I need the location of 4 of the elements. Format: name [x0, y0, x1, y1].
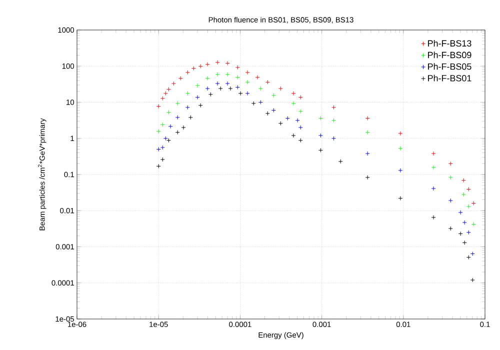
legend-label: Ph-F-BS09: [428, 52, 472, 58]
legend-label: Ph-F-BS05: [428, 63, 472, 70]
legend-label: Ph-F-BS13: [428, 40, 472, 47]
legend-label: Ph-F-BS01: [428, 74, 472, 82]
